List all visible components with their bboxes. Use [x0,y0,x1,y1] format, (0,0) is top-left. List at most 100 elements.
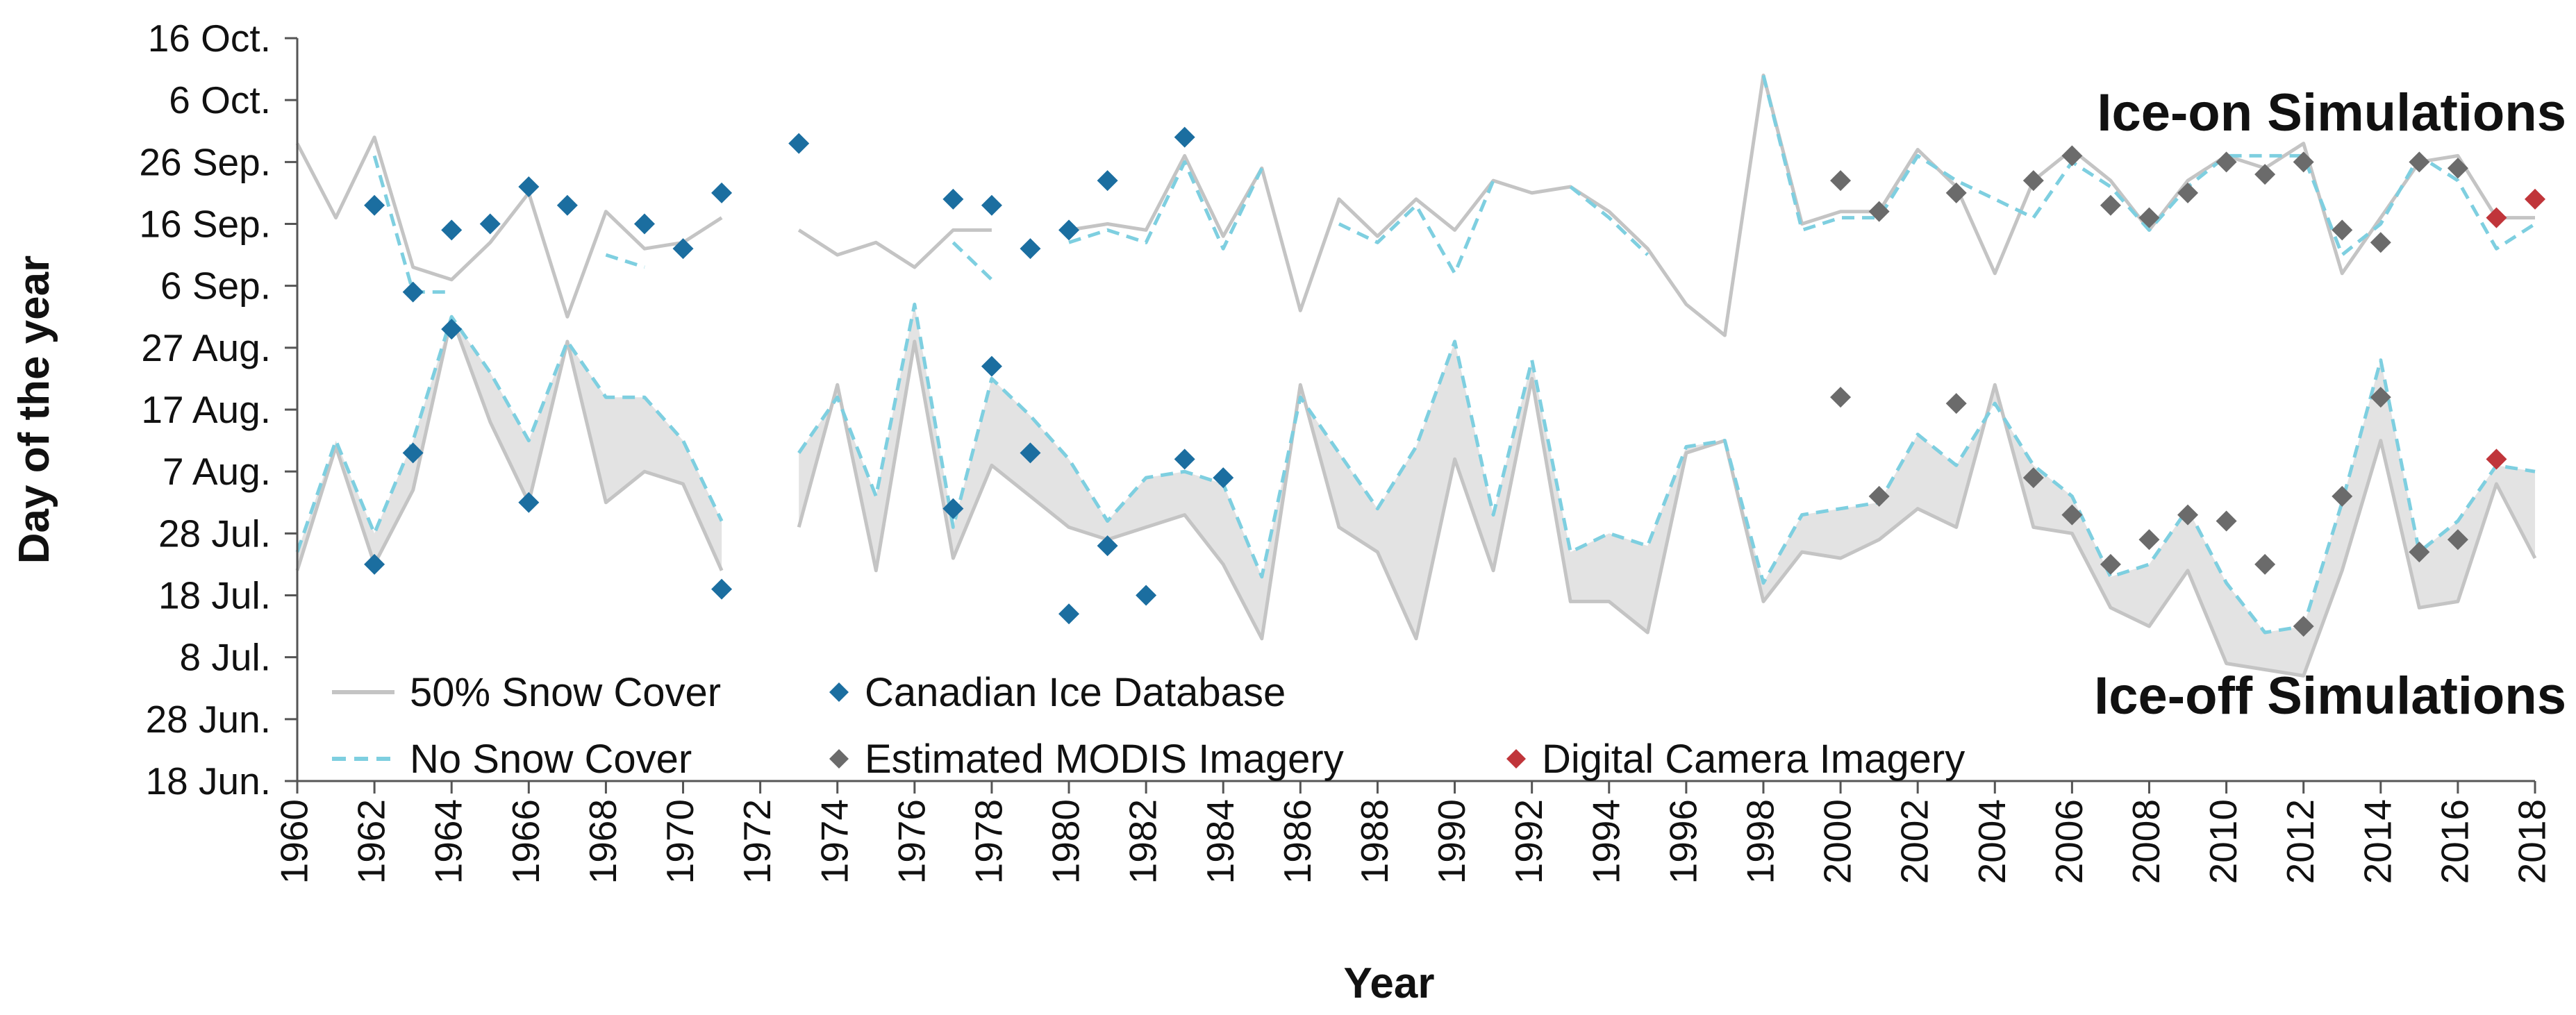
estimated-modis-imagery-marker [2022,170,2044,192]
estimated-modis-imagery-marker [2409,542,2430,563]
canadian-ice-database-marker [1136,585,1157,606]
canadian-ice-database-marker [1174,126,1195,148]
tick-labels: 18 Jun. 28 Jun. 8 Jul. 18 Jul. 28 Jul. 7 Aug.… [139,17,2553,884]
ice-off-band [297,317,722,571]
canadian-ice-database-marker [1174,448,1195,470]
estimated-modis-imagery-marker [2177,182,2199,203]
estimated-modis-imagery-marker [2138,529,2160,551]
legend-label: Canadian Ice Database [865,670,1286,715]
canadian-ice-database-marker [1213,467,1234,489]
estimated-modis-imagery-marker [2447,158,2468,179]
x-tick-label: 2006 [2047,799,2091,884]
x-tick-label: 2000 [1816,799,1859,884]
canadian-ice-database-marker [1020,238,1041,260]
legend-label: No Snow Cover [410,737,692,782]
x-tick-label: 1984 [1199,799,1242,884]
canadian-ice-database-marker [441,319,463,340]
x-tick-label: 1962 [350,799,393,884]
y-tick-label: 8 Jul. [180,636,271,679]
canadian-ice-database-marker [788,133,810,154]
ice-on-snow-cover-line [295,135,723,319]
legend: 50% Snow Cover No Snow Cover Canadian Ic… [332,670,1965,782]
canadian-ice-database-marker [672,238,694,260]
ice-off-range-bands [297,304,2535,676]
ice-off-no-snow-line [797,302,2536,635]
x-tick-label: 2002 [1893,799,1936,884]
estimated-modis-imagery-marker [2370,232,2391,253]
estimated-modis-imagery-marker [2332,485,2353,507]
canadian-ice-database-marker [402,442,424,464]
canadian-ice-database-marker [942,498,964,519]
x-tick-label: 1994 [1584,799,1627,884]
estimated-modis-imagery-marker [2177,504,2199,526]
legend-label: Estimated MODIS Imagery [865,737,1344,782]
estimated-modis-imagery-marker [2370,387,2391,408]
legend-item-canadian-ice: Canadian Ice Database [829,670,1286,715]
ice-on-no-snow-line [1569,185,1650,256]
annotation-ice-on: Ice-on Simulations [2097,83,2566,142]
y-tick-label: 26 Sep. [139,140,271,183]
canadian-ice-database-marker [1058,603,1080,625]
x-tick-label: 1996 [1661,799,1704,884]
digital-camera-imagery-marker [2486,207,2507,228]
legend-item-snow-cover: 50% Snow Cover [332,670,721,715]
estimated-modis-imagery-marker [2447,529,2468,551]
legend-item-modis: Estimated MODIS Imagery [829,737,1344,782]
x-tick-label: 1964 [427,799,470,884]
y-tick-label: 17 Aug. [141,388,271,431]
estimated-modis-imagery-marker [2100,194,2121,216]
x-tick-label: 2016 [2433,799,2476,884]
estimated-modis-imagery-marker [2293,151,2314,173]
canadian-ice-database-marker [981,355,1002,377]
x-tick-label: 1998 [1738,799,1781,884]
y-tick-label: 16 Oct. [148,17,271,60]
estimated-modis-imagery-marker [1868,201,1890,222]
ice-on-snow-cover-line [797,228,992,269]
estimated-modis-imagery-marker [1945,393,1967,414]
ice-on-snow-cover-line [1068,74,2535,337]
estimated-modis-imagery-marker [1830,170,1852,192]
annotation-ice-off: Ice-off Simulations [2094,666,2566,725]
canadian-ice-database-marker [364,194,385,216]
x-tick-label: 1968 [581,799,624,884]
y-axis-title: Day of the year [10,255,58,564]
x-tick-label: 2018 [2511,799,2554,884]
y-tick-label: 18 Jul. [158,574,271,617]
canadian-ice-database-marker [981,194,1002,216]
digital-camera-imagery-marker [2525,188,2545,210]
x-tick-label: 1974 [813,799,856,884]
series-lines [295,74,2537,678]
legend-label: Digital Camera Imagery [1542,737,1965,782]
x-axis-title: Year [1343,959,1434,1007]
observation-markers [364,126,2545,637]
canadian-ice-database-marker [364,553,385,575]
ice-on-no-snow-line [605,253,645,269]
estimated-modis-imagery-marker [2409,151,2430,173]
x-tick-label: 1976 [890,799,933,884]
x-tick-label: 1980 [1045,799,1088,884]
estimated-modis-imagery-marker [2061,504,2083,526]
estimated-modis-imagery-marker [2254,553,2276,575]
ice-on-no-snow-line [1338,180,1495,276]
ice-on-no-snow-line [1068,160,1264,251]
canadian-ice-database-marker [711,182,733,203]
canadian-ice-database-marker [441,219,463,241]
x-tick-label: 2010 [2202,799,2245,884]
legend-item-no-snow: No Snow Cover [332,737,692,782]
y-tick-label: 7 Aug. [163,450,271,493]
estimated-modis-imagery-marker [2022,467,2044,489]
canadian-ice-database-marker [1020,442,1041,464]
x-tick-label: 2008 [2125,799,2168,884]
estimated-modis-imagery-marker [2100,553,2121,575]
canadian-ice-database-marker [711,578,733,600]
x-tick-label: 1992 [1507,799,1550,884]
canadian-ice-database-marker [402,281,424,303]
estimated-modis-imagery-marker [1868,485,1890,507]
ice-on-no-snow-line [1761,74,2536,257]
estimated-modis-imagery-marker [1830,387,1852,408]
y-tick-label: 18 Jun. [146,760,271,803]
estimated-modis-imagery-marker [2138,207,2160,228]
x-tick-label: 1982 [1122,799,1165,884]
x-tick-label: 1986 [1276,799,1319,884]
